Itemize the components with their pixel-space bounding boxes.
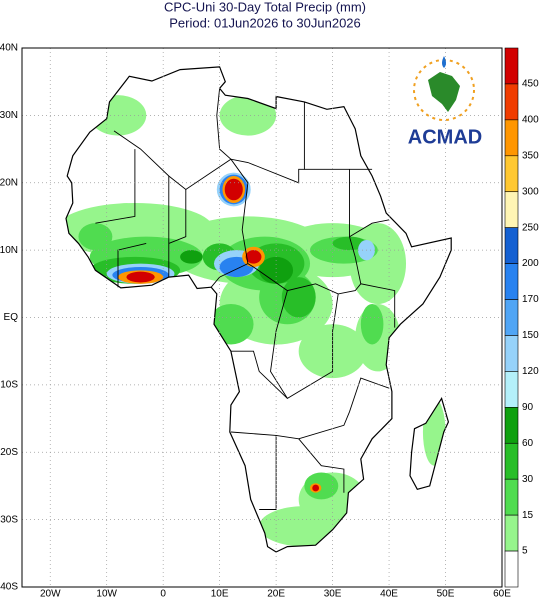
- colorbar-box: [504, 550, 519, 588]
- colorbar-box: [504, 299, 519, 336]
- border: [230, 158, 396, 328]
- border: [210, 263, 249, 288]
- colorbar-label: 150: [522, 330, 539, 341]
- lon-label: 50E: [437, 589, 455, 600]
- lat-label: 30N: [0, 110, 18, 121]
- colorbar-box: [504, 478, 519, 516]
- colorbar-label: 120: [522, 366, 539, 377]
- precip-area: [281, 277, 316, 318]
- lon-label: 30E: [324, 589, 342, 600]
- title: CPC-Uni 30-Day Total Precip (mm): [164, 0, 366, 14]
- lat-label: 20N: [0, 177, 18, 188]
- precip-area: [78, 223, 113, 251]
- colorbar-label: 300: [522, 186, 539, 197]
- colorbar-label: 400: [522, 115, 539, 126]
- colorbar-label: 350: [522, 150, 539, 161]
- precip-area: [219, 95, 277, 136]
- period: Period: 01Jun2026 to 30Jun2026: [169, 15, 361, 30]
- lon-label: 20W: [40, 589, 61, 600]
- logo-text: ACMAD: [408, 126, 482, 148]
- colorbar-box: [504, 47, 519, 85]
- lat-label: 10S: [0, 380, 18, 391]
- precip-area: [349, 223, 407, 305]
- border: [216, 88, 232, 160]
- logo-continent: [428, 72, 460, 112]
- colorbar-label: 60: [522, 438, 534, 449]
- border: [113, 101, 305, 191]
- colorbar-label: 250: [522, 222, 539, 233]
- lat-label: 10N: [0, 245, 18, 256]
- coastline: [65, 66, 452, 553]
- colorbar-box: [504, 155, 519, 193]
- colorbar-box: [504, 227, 519, 264]
- logo-drop: [442, 56, 446, 68]
- precip-area: [312, 484, 320, 492]
- colorbar-box: [504, 371, 519, 408]
- colorbar-box: [504, 407, 519, 444]
- colorbar-box: [504, 191, 519, 228]
- precip-area: [224, 178, 243, 201]
- colorbar-box: [504, 263, 519, 300]
- colorbar-label: 450: [522, 79, 539, 90]
- lat-label: 40N: [0, 43, 18, 54]
- lon-label: 60E: [493, 589, 511, 600]
- colorbar-box: [504, 119, 519, 157]
- lon-label: 40E: [380, 589, 398, 600]
- lat-label: 30S: [0, 514, 18, 525]
- border: [168, 189, 187, 244]
- colorbar-box: [504, 335, 519, 372]
- map: [22, 48, 502, 587]
- border: [349, 169, 362, 284]
- lon-label: 10W: [96, 589, 117, 600]
- colorbar-label: 90: [522, 402, 534, 413]
- precip-area: [180, 250, 203, 264]
- colorbar-label: 200: [522, 258, 539, 269]
- border: [259, 435, 277, 510]
- lat-label: 20S: [0, 447, 18, 458]
- precip-area: [126, 271, 155, 283]
- precip-area: [245, 250, 262, 264]
- border: [230, 350, 288, 399]
- lon-label: 20E: [267, 589, 285, 600]
- precip-area: [360, 304, 384, 345]
- colorbar-label: 15: [522, 510, 534, 521]
- map-frame: [21, 47, 503, 588]
- lat-label: EQ: [4, 312, 19, 323]
- lon-label: 0: [160, 589, 166, 600]
- precip-area: [332, 236, 367, 251]
- lat-label: 40S: [0, 582, 18, 593]
- colorbar-box: [504, 442, 519, 480]
- logo: ACMAD: [408, 56, 482, 148]
- colorbar-label: 30: [522, 474, 534, 485]
- colorbar-label: 5: [522, 546, 528, 557]
- lon-label: 10E: [211, 589, 229, 600]
- precip-area: [304, 472, 339, 500]
- colorbar-label: 170: [522, 294, 539, 305]
- colorbar-box: [504, 83, 519, 121]
- border: [95, 149, 136, 224]
- border: [349, 219, 390, 238]
- colorbar-box: [504, 514, 519, 552]
